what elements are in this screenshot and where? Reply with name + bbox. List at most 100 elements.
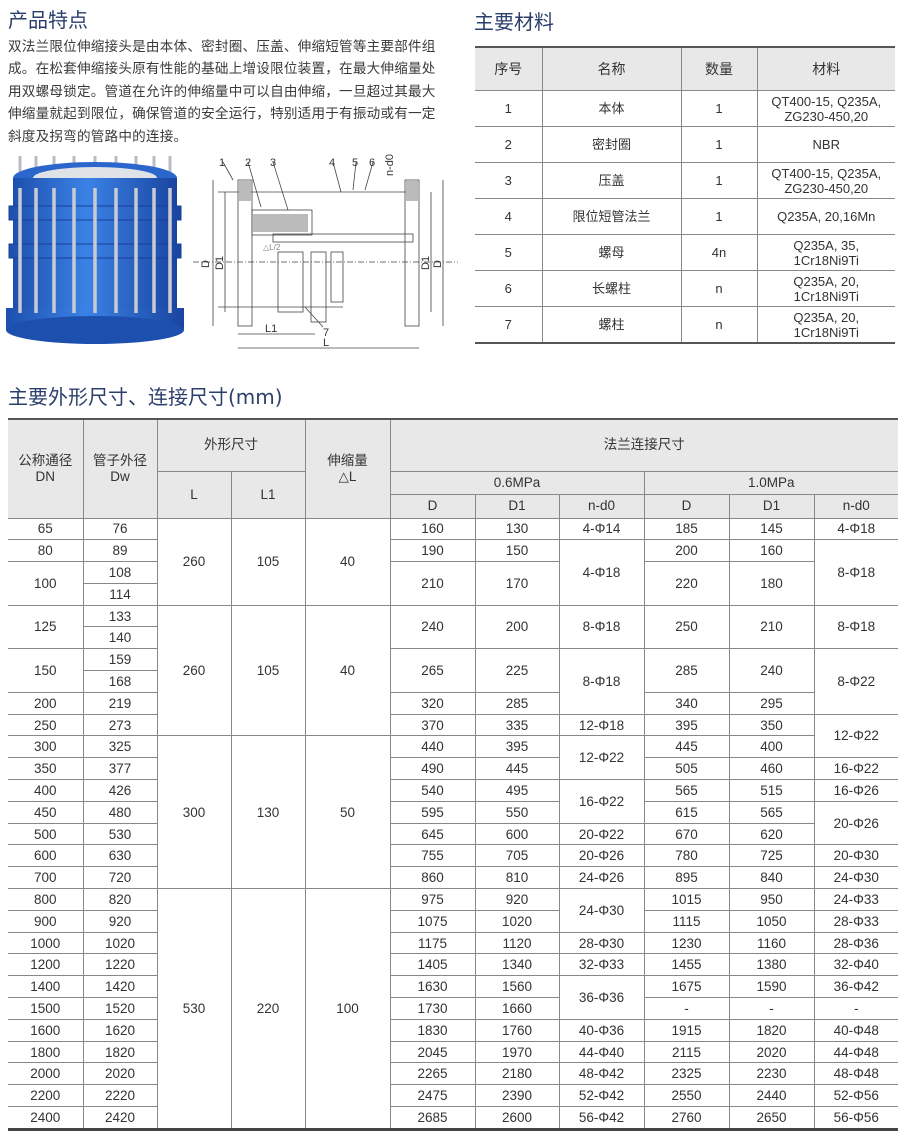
table-cell: 20-Φ26: [813, 800, 899, 846]
materials-row: 5 螺母 4n Q235A, 35, 1Cr18Ni9Ti: [475, 234, 895, 271]
materials-cell: 螺柱: [541, 306, 682, 344]
table-cell: 445: [643, 735, 730, 759]
materials-row: 4 限位短管法兰 1 Q235A, 20,16Mn: [475, 198, 895, 235]
table-cell: 350: [728, 713, 815, 737]
table-cell: 1020: [82, 931, 158, 955]
table-cell: 250: [8, 713, 84, 737]
materials-cell: 1: [680, 90, 758, 127]
table-row: 200 219 320 285 340 295: [8, 691, 898, 715]
table-cell: 114: [83, 582, 157, 606]
table-cell: 1380: [728, 953, 815, 977]
table-cell: 200: [474, 604, 560, 650]
table-cell: 52-Φ42: [558, 1084, 645, 1108]
table-cell: 170: [474, 561, 560, 606]
table-cell: 76: [82, 517, 158, 541]
table-cell: 28-Φ36: [813, 931, 899, 955]
table-cell: 600: [8, 844, 84, 868]
dim-D1-right: D1: [420, 256, 432, 270]
table-cell: 32-Φ33: [558, 953, 645, 977]
table-cell: 265: [389, 648, 476, 693]
table-row: 1500 1520 1730 1660- - -: [8, 997, 899, 1020]
table-cell: 426: [82, 779, 158, 802]
table-cell: 1760: [474, 1018, 560, 1042]
table-cell: 20-Φ22: [558, 822, 645, 846]
table-row: 900 920 1075 1020 1115 1050 28-Φ33: [8, 909, 899, 933]
cross-section-drawing: 1 2 3 4 5 6 n-d0 7 D D1 D1 D L1 L △L/2: [193, 154, 458, 349]
table-cell: 52-Φ56: [813, 1084, 899, 1108]
materials-cell: n: [680, 270, 758, 307]
table-row: 300 325 300 130 50 440 395 12-Φ22 445 400: [8, 735, 898, 890]
table-cell: 40: [304, 604, 391, 737]
table-cell: 133: [82, 604, 158, 628]
table-cell: 8-Φ18: [813, 604, 899, 650]
table-cell: 260: [156, 604, 232, 737]
table-cell: 150: [8, 648, 84, 693]
table-cell: 4-Φ18: [558, 539, 645, 606]
table-cell: 325: [82, 735, 158, 759]
table-cell: 12-Φ22: [558, 735, 645, 781]
product-photo: [6, 156, 184, 344]
table-cell: 36-Φ36: [558, 975, 645, 1020]
table-cell: 1800: [8, 1040, 84, 1064]
table-row: 168: [8, 670, 898, 693]
table-cell: 1620: [82, 1018, 158, 1042]
table-cell: 1820: [82, 1040, 158, 1064]
table-cell: -: [813, 997, 899, 1020]
table-cell: 860: [389, 866, 476, 890]
materials-cell: 7: [475, 306, 543, 344]
table-cell: 2045: [389, 1040, 476, 1064]
table-cell: 1420: [82, 975, 158, 999]
materials-cell: 螺母: [541, 234, 682, 271]
table-cell: 1590: [728, 975, 815, 999]
table-row: 450 480 595 550 615 565 20-Φ26: [8, 800, 899, 846]
table-cell: 16-Φ22: [558, 779, 645, 824]
dim-half-stroke: △L/2: [263, 243, 281, 252]
table-cell: 300: [8, 735, 84, 759]
table-cell: 400: [8, 779, 84, 802]
table-cell: 2200: [8, 1084, 84, 1108]
materials-cell: 1: [680, 198, 758, 235]
table-cell: 2230: [728, 1062, 815, 1086]
table-cell: 377: [82, 757, 158, 781]
table-cell: 240: [728, 648, 815, 693]
dimensions-title: 主要外形尺寸、连接尺寸(mm): [8, 385, 283, 409]
dim-D1-left: D1: [214, 256, 226, 270]
materials-cell: 限位短管法兰: [541, 198, 682, 235]
table-cell: 1500: [8, 997, 84, 1020]
table-cell: 100: [8, 561, 84, 606]
table-cell: 540: [389, 779, 476, 802]
col-sub-d: D: [643, 493, 730, 519]
table-cell: 24-Φ30: [813, 866, 899, 890]
table-cell: 530: [82, 822, 158, 846]
col-outline: 外形尺寸: [156, 418, 306, 472]
table-cell: 2115: [643, 1040, 730, 1064]
table-cell: 8-Φ18: [813, 539, 899, 606]
col-sub-d1: D1: [728, 493, 815, 519]
materials-row: 2 密封圈 1 NBR: [475, 126, 895, 163]
materials-cell: 密封圈: [541, 126, 682, 163]
table-cell: 24-Φ33: [813, 888, 899, 911]
table-row: 100 108 210 170 220 180: [8, 561, 898, 606]
table-cell: 28-Φ33: [813, 909, 899, 933]
col-dw: 管子外径 Dw: [82, 418, 158, 519]
table-cell: 1340: [474, 953, 560, 977]
col-sub-n-d0: n-d0: [558, 493, 645, 519]
table-cell: 495: [474, 779, 560, 802]
materials-cell: Q235A, 20, 1Cr18Ni9Ti: [756, 270, 895, 307]
table-cell: 565: [643, 779, 730, 802]
table-cell: 480: [82, 800, 158, 824]
materials-cell: 1: [680, 126, 758, 163]
table-row: 2200 2220 2475 2390 52-Φ42 2550 2440 52-Φ56: [8, 1084, 899, 1108]
table-cell: 89: [82, 539, 158, 563]
table-row: 600 630 755 705 20-Φ26 780 725 20-Φ30: [8, 844, 899, 868]
table-row: 700 720 860 810 24-Φ26 895 840 24-Φ30: [8, 866, 899, 890]
table-cell: 2685: [389, 1106, 476, 1130]
table-cell: 630: [82, 844, 158, 868]
materials-row: 7 螺柱 n Q235A, 20, 1Cr18Ni9Ti: [475, 306, 895, 344]
table-cell: 2400: [8, 1106, 84, 1130]
table-cell: 2020: [728, 1040, 815, 1064]
table-cell: 460: [728, 757, 815, 781]
table-row: 1600 1620 1830 1760 40-Φ36 1915 1820 40-Φ48: [8, 1018, 899, 1042]
table-cell: 185: [643, 517, 730, 541]
table-cell: 500: [8, 822, 84, 846]
